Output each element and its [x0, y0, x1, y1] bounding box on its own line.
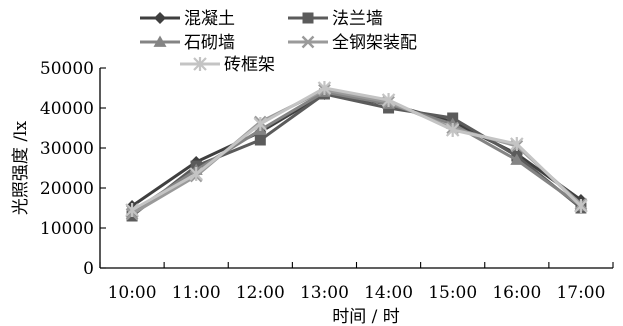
legend-label: 法兰墙	[332, 9, 383, 29]
legend-label: 全钢架装配	[332, 33, 417, 53]
x-tick-label: 13:00	[300, 283, 349, 303]
data-point	[574, 199, 588, 213]
legend-label: 石砌墙	[184, 33, 235, 53]
series-line	[130, 90, 583, 214]
x-tick-label: 11:00	[172, 283, 221, 303]
legend-label: 混凝土	[184, 9, 235, 29]
data-point	[510, 137, 524, 151]
legend-marker	[302, 12, 314, 24]
legend-item: 全钢架装配	[288, 33, 417, 53]
legend-item: 石砌墙	[140, 33, 235, 53]
legend-label: 砖框架	[224, 55, 275, 75]
legend-marker	[193, 57, 207, 71]
y-tick-label: 40000	[40, 99, 94, 119]
x-tick-label: 15:00	[428, 283, 477, 303]
axes: 0 10000 20000 30000 40000 50000 10:00 11:00 12:0…	[40, 59, 614, 303]
y-tick-label: 50000	[40, 59, 94, 79]
series-line	[130, 86, 583, 212]
data-point	[253, 117, 268, 131]
series-5	[125, 81, 588, 217]
y-tick-label: 20000	[40, 179, 94, 199]
y-tick-label: 0	[83, 259, 94, 279]
series-group	[125, 81, 588, 222]
data-point	[317, 81, 332, 95]
x-tick-label: 14:00	[364, 283, 413, 303]
data-point	[254, 134, 266, 146]
x-axis-title: 时间 / 时	[332, 307, 400, 326]
legend-item: 法兰墙	[288, 9, 383, 29]
x-tick-label: 10:00	[108, 283, 157, 303]
legend-marker	[301, 35, 315, 49]
y-tick-label: 30000	[40, 139, 94, 159]
x-tick-label: 17:00	[556, 283, 605, 303]
y-axis-title: 光照强度 /lx	[11, 121, 31, 216]
y-tick-label: 10000	[40, 219, 94, 239]
data-point	[189, 167, 203, 181]
data-point	[445, 123, 460, 137]
legend-marker	[154, 12, 166, 24]
legend-marker	[153, 35, 167, 47]
x-tick-label: 16:00	[492, 283, 541, 303]
data-point	[510, 153, 524, 165]
legend-item: 混凝土	[140, 9, 235, 29]
data-point	[381, 93, 396, 107]
x-tick-label: 12:00	[236, 283, 285, 303]
data-point	[125, 203, 139, 217]
legend-item: 砖框架	[180, 55, 275, 75]
